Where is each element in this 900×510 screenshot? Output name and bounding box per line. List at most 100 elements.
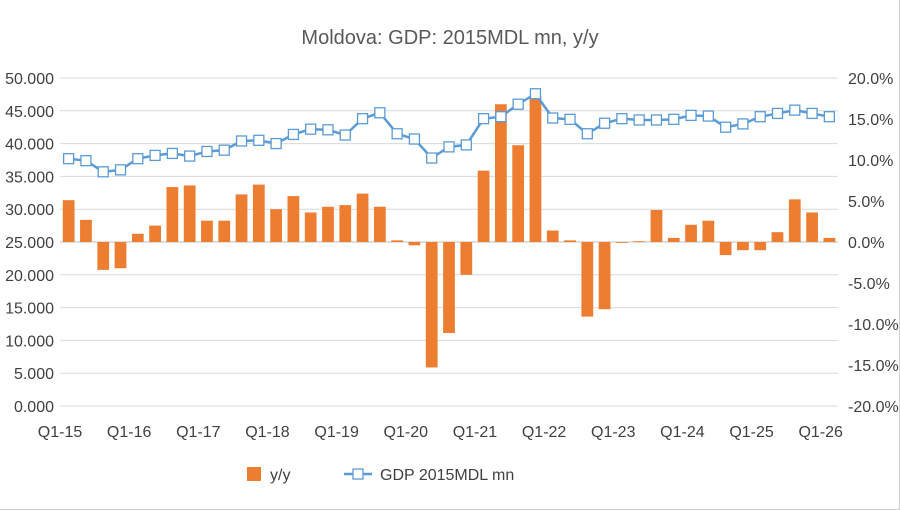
bar-yy [788, 199, 801, 242]
right-tick-label: 10.0% [848, 153, 893, 170]
bar-yy [771, 232, 784, 242]
left-tick-label: 30.000 [5, 202, 54, 219]
line-series-gdp [62, 88, 836, 178]
legend-swatch-gdp-marker [352, 468, 364, 480]
x-tick-label: Q1-18 [245, 424, 290, 441]
bar-yy [131, 233, 144, 242]
bar-yy [546, 230, 559, 242]
x-tick-label: Q1-16 [107, 424, 152, 441]
left-tick-label: 5.000 [14, 366, 54, 383]
gdp-marker [477, 113, 490, 125]
bar-yy [685, 224, 697, 242]
right-tick-label: -10.0% [848, 317, 899, 334]
bar-yy [80, 219, 92, 242]
bar-yy [149, 225, 161, 242]
gdp-marker [374, 107, 386, 119]
bar-yy [512, 145, 525, 242]
gdp-marker [702, 110, 714, 122]
gdp-marker [633, 114, 645, 126]
bar-yy [477, 170, 490, 242]
gdp-marker [270, 137, 282, 150]
x-tick-label: Q1-23 [591, 424, 636, 441]
right-tick-label: 20.0% [848, 71, 893, 88]
right-axis: 20.0% 15.0% 10.0% 5.0% 0.0% -5.0% -10.0% -15.0%… [848, 71, 899, 416]
bar-yy [616, 242, 628, 243]
legend-label-gdp: GDP 2015MDL mn [380, 467, 514, 484]
gdp-marker [771, 107, 784, 120]
gdp-marker [719, 121, 732, 133]
gdp-marker [97, 166, 109, 178]
bar-yy [702, 220, 715, 242]
gdp-marker [547, 112, 559, 124]
bar-yy [270, 209, 282, 242]
bar-yy [737, 242, 749, 251]
bar-yy [598, 242, 611, 310]
bar-yy [114, 242, 127, 269]
gdp-line [68, 92, 830, 174]
bar-yy [322, 206, 334, 242]
right-tick-label: -5.0% [848, 276, 890, 293]
left-tick-label: 20.000 [5, 268, 54, 285]
legend-label-yy: y/y [270, 467, 290, 484]
x-tick-label: Q1-21 [453, 424, 498, 441]
bar-yy [408, 242, 421, 246]
right-tick-label: -15.0% [848, 358, 899, 375]
gdp-marker [616, 113, 628, 125]
bar-yy [166, 187, 179, 242]
gdp-marker [305, 123, 317, 135]
gdp-marker [460, 139, 472, 151]
bar-yy [564, 240, 576, 242]
gdp-marker [564, 113, 576, 125]
bar-yy [252, 184, 265, 242]
x-tick-label: Q1-19 [314, 424, 359, 441]
bar-yy [806, 212, 818, 242]
chart-title: Moldova: GDP: 2015MDL mn, y/y [301, 27, 598, 49]
bar-yy [201, 220, 213, 242]
left-tick-label: 15.000 [5, 301, 54, 318]
gdp-marker [789, 104, 801, 116]
bar-yy [97, 242, 110, 270]
legend-swatch-yy [247, 467, 261, 481]
gdp-marker [166, 147, 179, 160]
right-tick-label: -20.0% [848, 399, 899, 416]
gdp-marker [62, 153, 75, 165]
x-tick-label: Q1-22 [522, 424, 567, 441]
gdp-marker [581, 128, 593, 140]
bar-yy [356, 193, 369, 242]
bar-yy [443, 242, 455, 334]
gdp-marker [806, 107, 818, 120]
gdp-marker [235, 135, 248, 147]
gdp-marker [529, 88, 542, 100]
bar-yy [529, 96, 542, 242]
bar-yy [287, 196, 300, 242]
gdp-marker [322, 124, 334, 136]
gdp-marker [218, 144, 230, 156]
gdp-marker [80, 155, 92, 167]
gdp-marker [823, 111, 836, 123]
gdp-marker [598, 117, 611, 129]
bar-yy [719, 242, 732, 256]
gdp-marker [132, 153, 144, 165]
bar-yy [667, 237, 680, 242]
x-tick-label: Q1-25 [729, 424, 774, 441]
right-tick-label: 0.0% [848, 235, 884, 252]
left-tick-label: 35.000 [5, 169, 54, 186]
bar-yy [391, 240, 404, 242]
gdp-marker [149, 149, 161, 162]
x-tick-label: Q1-15 [38, 424, 83, 441]
bar-yy [650, 210, 663, 242]
right-tick-label: 15.0% [848, 112, 893, 129]
legend: y/y GDP 2015MDL mn [247, 467, 514, 484]
bar-yy [62, 200, 75, 242]
left-axis: 50.000 45.000 40.000 35.000 30.000 25.000 20.0… [5, 71, 54, 416]
gdp-marker [339, 129, 351, 141]
gdp-marker [737, 118, 749, 130]
left-tick-label: 0.000 [14, 399, 54, 416]
bar-yy [494, 104, 507, 243]
bar-yy [581, 242, 594, 317]
bar-yy [633, 241, 646, 242]
gdp-marker [443, 141, 455, 153]
bar-yy [235, 194, 248, 242]
gdp-marker [184, 150, 196, 162]
